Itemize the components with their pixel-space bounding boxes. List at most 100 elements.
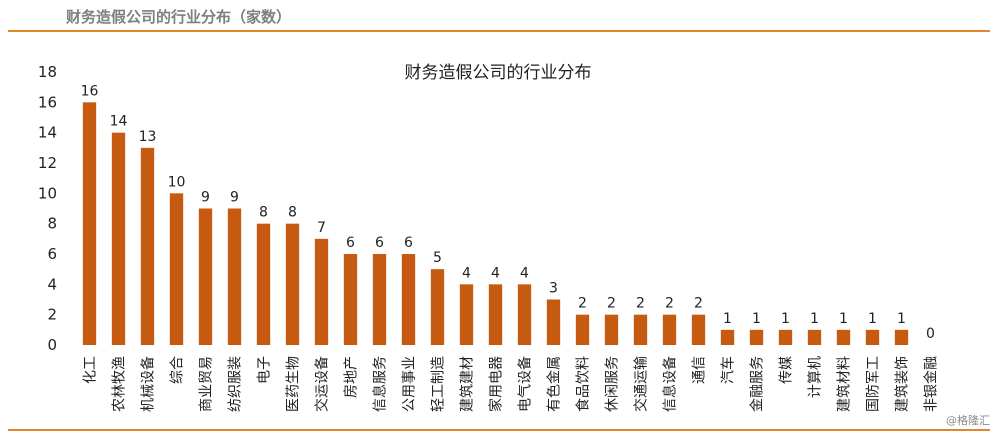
- data-label: 6: [375, 235, 384, 251]
- data-label: 1: [723, 311, 732, 327]
- x-tick-label: 农林牧渔: [112, 356, 128, 412]
- bar: [546, 299, 561, 345]
- bar: [894, 329, 909, 345]
- bar: [488, 284, 503, 345]
- x-tick-label: 通信: [692, 356, 708, 384]
- data-label: 1: [781, 311, 790, 327]
- data-label: 0: [926, 326, 935, 342]
- y-tick-label: 12: [38, 154, 57, 172]
- data-label: 4: [520, 265, 529, 281]
- x-tick-label: 公用事业: [402, 356, 418, 412]
- bar: [256, 223, 271, 345]
- data-label: 8: [259, 205, 268, 221]
- data-label: 10: [168, 174, 186, 190]
- data-label: 2: [607, 296, 616, 312]
- x-tick-label: 传媒: [779, 356, 795, 384]
- x-tick-label: 医药生物: [286, 356, 302, 412]
- x-tick-label: 金融服务: [750, 356, 766, 412]
- watermark: @格隆汇: [946, 414, 990, 427]
- x-tick-label: 商业贸易: [199, 356, 215, 412]
- bar: [227, 208, 242, 345]
- x-tick-label: 房地产: [344, 356, 360, 398]
- data-label: 4: [491, 265, 500, 281]
- bar: [198, 208, 213, 345]
- bar: [372, 254, 387, 345]
- x-tick-label: 电子: [257, 356, 273, 384]
- y-axis: 0 2 4 6 8 10 12 14 16 18: [38, 63, 57, 354]
- data-label: 13: [139, 129, 157, 145]
- bar: [633, 314, 648, 345]
- y-tick-label: 18: [38, 63, 57, 81]
- x-tick-label: 信息服务: [372, 356, 389, 412]
- bar: [836, 329, 851, 345]
- bar: [285, 223, 300, 345]
- y-tick-label: 4: [47, 275, 57, 293]
- data-label: 3: [549, 281, 558, 297]
- bar: [314, 238, 329, 345]
- x-axis-labels: 化工 农林牧渔 机械设备 综合 商业贸易 纺织服装 电子 医药生物 交运设备 房地产 信息服务 公用事…: [83, 356, 940, 412]
- data-label: 2: [694, 296, 703, 312]
- bar: [140, 147, 155, 345]
- x-tick-label: 国防军工: [866, 356, 882, 412]
- x-tick-label: 机械设备: [140, 356, 157, 412]
- bar: [575, 314, 590, 345]
- chart-title: 财务造假公司的行业分布: [405, 63, 592, 83]
- figure-title: 财务造假公司的行业分布（家数）: [66, 8, 292, 26]
- x-tick-label: 建筑建材: [460, 356, 476, 412]
- y-tick-label: 14: [38, 124, 57, 142]
- bar: [430, 269, 445, 345]
- data-label: 9: [230, 190, 239, 206]
- data-label: 1: [752, 311, 761, 327]
- data-label: 1: [839, 311, 848, 327]
- bar: [604, 314, 619, 345]
- x-tick-label: 电气设备: [517, 356, 534, 412]
- data-label: 1: [810, 311, 819, 327]
- bottom-rule: [8, 429, 990, 431]
- x-tick-label: 休闲服务: [605, 356, 621, 412]
- x-tick-label: 交通运输: [633, 356, 650, 412]
- bars: [82, 102, 909, 345]
- bar: [82, 102, 97, 345]
- x-tick-label: 有色金属: [546, 356, 563, 412]
- data-label: 16: [81, 83, 99, 99]
- data-label: 7: [317, 220, 326, 236]
- bar: [459, 284, 474, 345]
- x-tick-label: 轻工制造: [431, 356, 447, 412]
- y-tick-label: 8: [47, 215, 57, 233]
- bar: [720, 329, 735, 345]
- x-tick-label: 汽车: [720, 356, 737, 384]
- y-tick-label: 10: [38, 184, 57, 202]
- data-label: 2: [578, 296, 587, 312]
- data-label: 1: [897, 311, 906, 327]
- data-label: 6: [346, 235, 355, 251]
- bar: [343, 254, 358, 345]
- y-tick-label: 16: [38, 93, 57, 111]
- bar: [807, 329, 822, 345]
- data-label: 1: [868, 311, 877, 327]
- x-tick-label: 纺织服装: [228, 356, 244, 412]
- x-tick-label: 食品饮料: [575, 356, 592, 412]
- top-rule: [8, 30, 990, 32]
- bar: [662, 314, 677, 345]
- x-tick-label: 计算机: [808, 356, 824, 398]
- x-tick-label: 建筑材料: [837, 356, 853, 412]
- bar: [778, 329, 793, 345]
- bar: [169, 193, 184, 345]
- bar: [691, 314, 706, 345]
- data-label: 2: [636, 296, 645, 312]
- bar: [749, 329, 764, 345]
- bar: [517, 284, 532, 345]
- y-tick-label: 6: [47, 245, 57, 263]
- bar: [111, 132, 126, 345]
- data-label: 5: [433, 250, 442, 266]
- data-label: 14: [110, 114, 128, 130]
- x-tick-label: 综合: [170, 356, 186, 384]
- data-label: 2: [665, 296, 674, 312]
- y-tick-label: 0: [47, 336, 57, 354]
- x-tick-label: 非银金融: [924, 356, 940, 412]
- x-tick-label: 家用电器: [488, 356, 505, 412]
- x-tick-label: 化工: [83, 356, 99, 384]
- data-label: 8: [288, 205, 297, 221]
